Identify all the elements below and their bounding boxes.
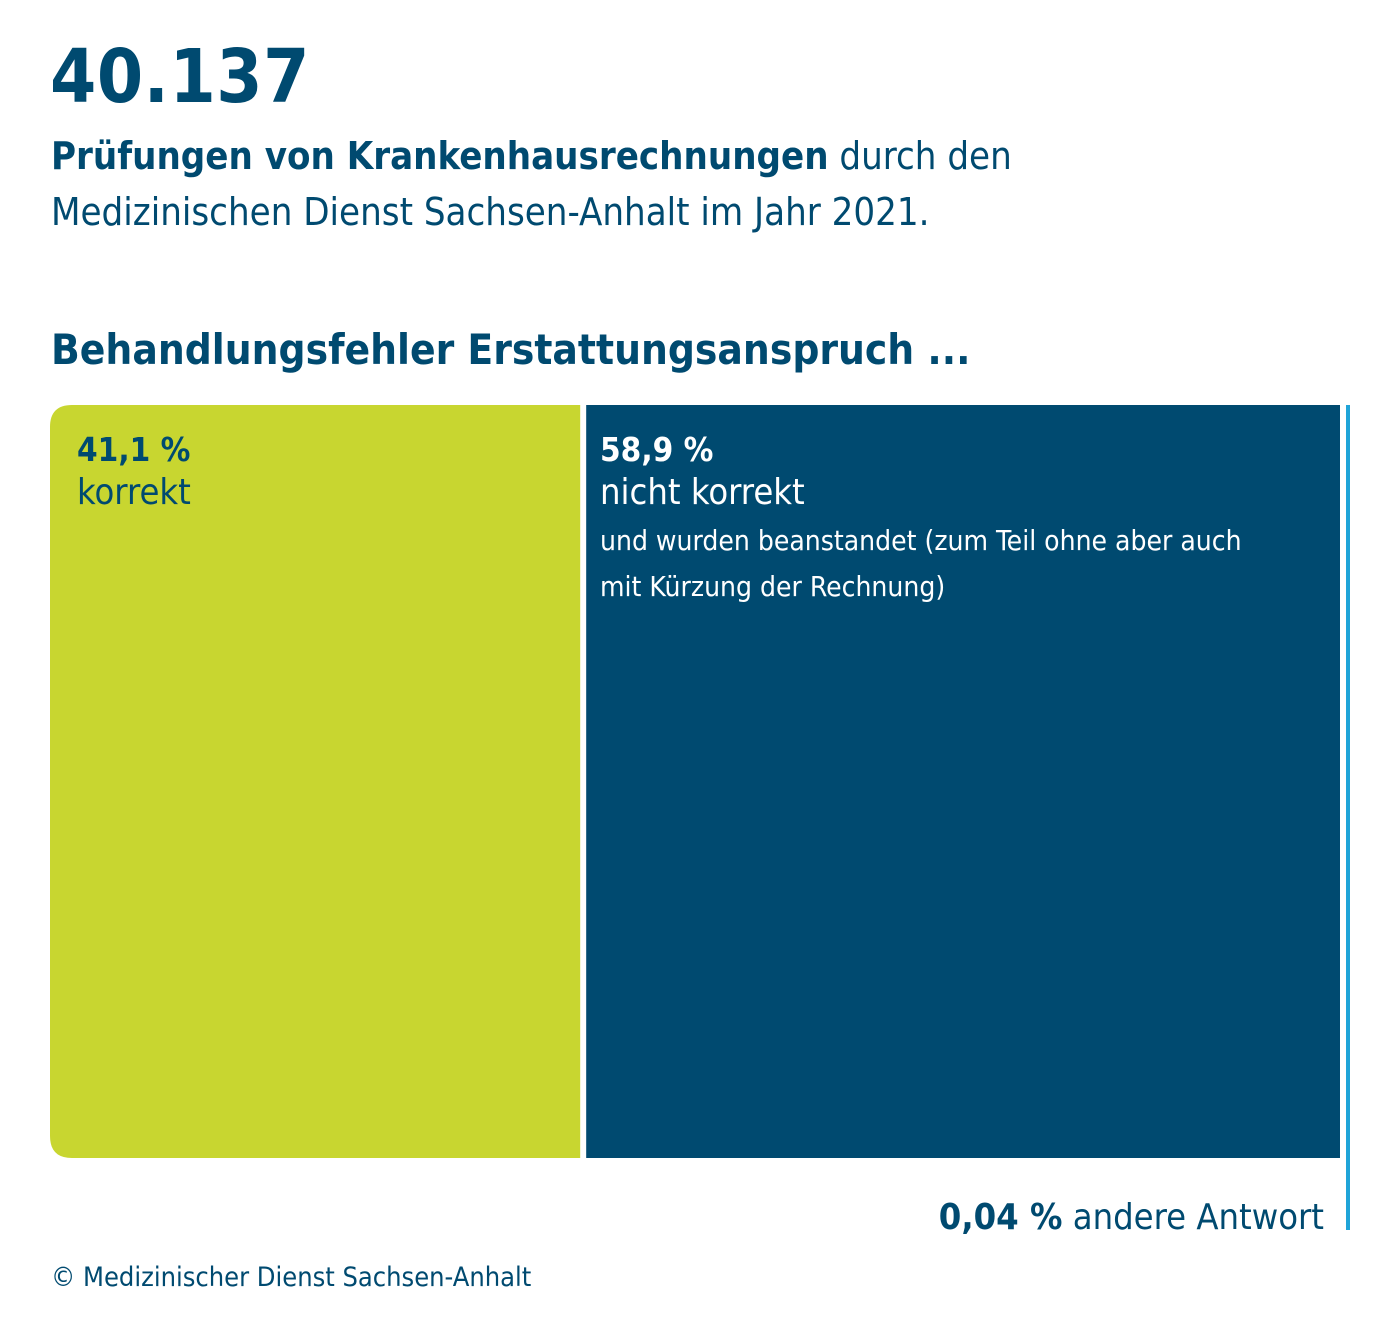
- subtitle-rest: durch den Medizinischen Dienst Sachsen-A…: [51, 134, 1012, 234]
- segment-percent-not-correct: 58,9 %: [600, 430, 714, 469]
- segment-label-correct: 41,1 % korrekt: [77, 430, 191, 516]
- segment-label-not-correct: 58,9 % nicht korrekt und wurden beanstan…: [600, 430, 1280, 610]
- segment-percent-correct: 41,1 %: [77, 430, 191, 469]
- copyright-notice: © Medizinischer Dienst Sachsen-Anhalt: [51, 1262, 532, 1293]
- segment-name-other: andere Antwort: [1072, 1197, 1324, 1238]
- segment-name-correct: korrekt: [77, 472, 191, 513]
- segment-name-not-correct: nicht korrekt: [600, 472, 805, 513]
- bar-segment-correct: [50, 405, 581, 1158]
- headline-subtitle: Prüfungen von Krankenhausrechnungen durc…: [51, 128, 1251, 240]
- bar-segment-not-correct: [586, 405, 1340, 1158]
- bar-segment-other: [1346, 405, 1350, 1230]
- subtitle-bold: Prüfungen von Krankenhausrechnungen: [51, 134, 829, 178]
- segment-note-not-correct: und wurden beanstandet (zum Teil ohne ab…: [600, 524, 1242, 603]
- section-title: Behandlungsfehler Erstattungsanspruch ..…: [51, 325, 971, 374]
- segment-label-other: 0,04 % andere Antwort: [939, 1196, 1324, 1240]
- headline-number: 40.137: [50, 34, 310, 120]
- segment-percent-other: 0,04 %: [938, 1197, 1063, 1238]
